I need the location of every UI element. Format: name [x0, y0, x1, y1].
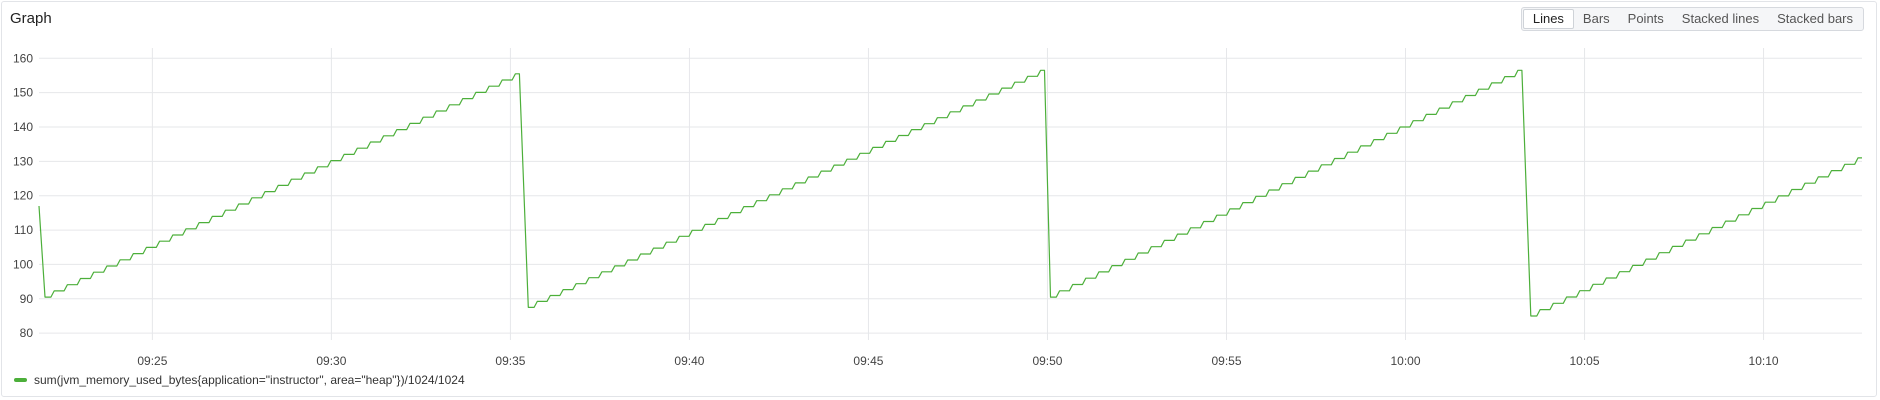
y-tick-label: 160: [13, 51, 33, 65]
x-tick-label: 09:30: [316, 354, 346, 368]
mode-button-stacked-lines[interactable]: Stacked lines: [1673, 9, 1768, 29]
x-tick-label: 09:55: [1211, 354, 1241, 368]
x-tick-label: 10:00: [1390, 354, 1420, 368]
x-tick-label: 09:50: [1032, 354, 1062, 368]
y-tick-label: 120: [13, 189, 33, 203]
legend-swatch: [14, 378, 27, 382]
x-tick-label: 09:45: [853, 354, 883, 368]
legend-label: sum(jvm_memory_used_bytes{application="i…: [34, 373, 465, 387]
display-mode-toggle: Lines Bars Points Stacked lines Stacked bars: [1520, 7, 1864, 31]
x-tick-label: 09:35: [495, 354, 525, 368]
y-tick-label: 90: [20, 292, 34, 306]
series-line: [38, 69, 1862, 317]
y-tick-label: 110: [14, 223, 33, 237]
y-tick-label: 80: [20, 326, 34, 340]
mode-button-stacked-bars[interactable]: Stacked bars: [1768, 9, 1862, 29]
x-tick-label: 10:10: [1749, 354, 1779, 368]
y-tick-label: 100: [13, 257, 33, 271]
y-tick-label: 130: [13, 154, 33, 168]
y-tick-label: 150: [13, 86, 33, 100]
mode-button-lines[interactable]: Lines: [1522, 9, 1574, 29]
mode-button-points[interactable]: Points: [1619, 9, 1673, 29]
x-tick-label: 09:25: [137, 354, 167, 368]
panel-title: Graph: [10, 10, 52, 27]
x-tick-label: 09:40: [674, 354, 704, 368]
y-tick-label: 140: [13, 120, 33, 134]
mode-button-bars[interactable]: Bars: [1574, 9, 1619, 29]
x-tick-label: 10:05: [1570, 354, 1600, 368]
legend[interactable]: sum(jvm_memory_used_bytes{application="i…: [14, 373, 465, 387]
